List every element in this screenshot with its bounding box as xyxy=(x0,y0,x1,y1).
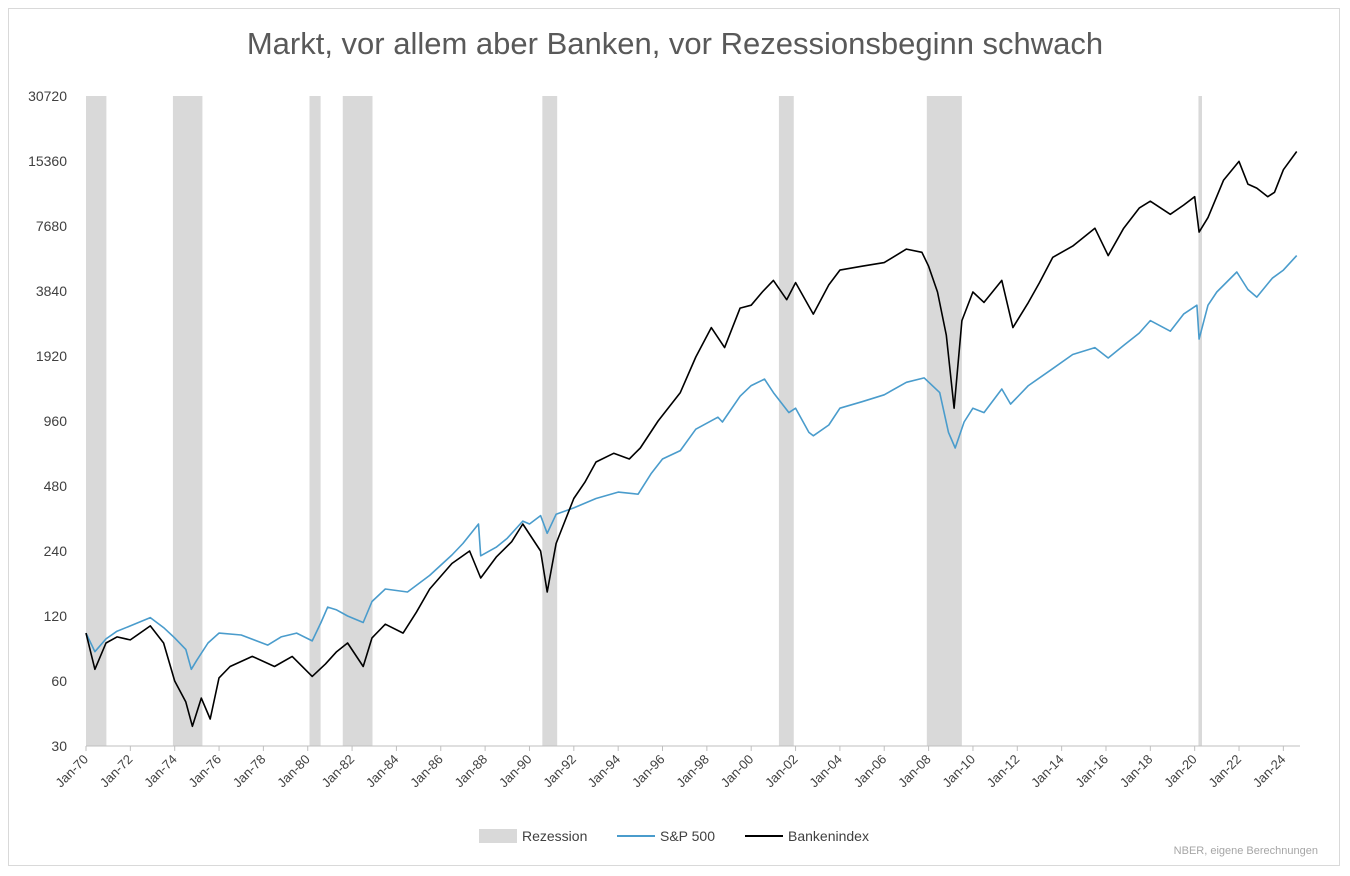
legend-swatch-rezession xyxy=(479,829,517,843)
x-tick-label: Jan-74 xyxy=(141,752,180,791)
y-tick-label: 60 xyxy=(51,673,67,689)
legend-label: S&P 500 xyxy=(660,828,715,844)
series-line-bankenindex xyxy=(85,151,1298,728)
x-tick-label: Jan-82 xyxy=(318,752,357,791)
x-tick-label: Jan-96 xyxy=(629,752,668,791)
x-tick-label: Jan-76 xyxy=(185,752,224,791)
x-tick-label: Jan-88 xyxy=(452,752,491,791)
x-tick-label: Jan-06 xyxy=(851,752,890,791)
recession-band-3 xyxy=(342,96,373,746)
x-tick-label: Jan-10 xyxy=(939,752,978,791)
recession-band-0 xyxy=(86,96,107,746)
x-tick-label: Jan-14 xyxy=(1028,752,1067,791)
y-tick-label: 480 xyxy=(44,478,68,494)
x-tick-label: Jan-90 xyxy=(496,752,535,791)
recession-band-4 xyxy=(542,96,558,746)
y-tick-label: 15360 xyxy=(28,153,67,169)
x-tick-label: Jan-22 xyxy=(1205,752,1244,791)
y-tick-label: 7680 xyxy=(36,218,67,234)
recession-band-7 xyxy=(1198,96,1202,746)
x-tick-label: Jan-92 xyxy=(540,752,579,791)
chart-title: Markt, vor allem aber Banken, vor Rezess… xyxy=(246,26,1104,61)
x-tick-label: Jan-80 xyxy=(274,752,313,791)
x-tick-label: Jan-08 xyxy=(895,752,934,791)
x-tick-label: Jan-86 xyxy=(407,752,446,791)
x-tick-label: Jan-16 xyxy=(1072,752,1111,791)
x-tick-label: Jan-04 xyxy=(806,752,845,791)
legend-label: Bankenindex xyxy=(788,828,869,844)
x-tick-label: Jan-18 xyxy=(1117,752,1156,791)
legend-label: Rezession xyxy=(522,828,587,844)
x-tick-label: Jan-00 xyxy=(718,752,757,791)
series-line-s-p-500 xyxy=(85,255,1298,671)
x-tick-label: Jan-20 xyxy=(1161,752,1200,791)
x-tick-label: Jan-24 xyxy=(1250,752,1289,791)
x-tick-label: Jan-12 xyxy=(984,752,1023,791)
x-tick-label: Jan-70 xyxy=(52,752,91,791)
recession-band-1 xyxy=(172,96,203,746)
y-tick-label: 240 xyxy=(44,543,68,559)
chart-frame xyxy=(8,8,1340,866)
recession-band-6 xyxy=(926,96,962,746)
x-tick-label: Jan-72 xyxy=(97,752,136,791)
y-tick-label: 30720 xyxy=(28,88,67,104)
y-tick-label: 1920 xyxy=(36,348,67,364)
x-tick-label: Jan-98 xyxy=(673,752,712,791)
x-tick-label: Jan-94 xyxy=(585,752,624,791)
y-tick-label: 120 xyxy=(44,608,68,624)
y-tick-label: 960 xyxy=(44,413,68,429)
y-tick-label: 30 xyxy=(51,738,67,754)
recession-band-2 xyxy=(309,96,321,746)
source-note: NBER, eigene Berechnungen xyxy=(1173,845,1318,857)
x-tick-label: Jan-84 xyxy=(363,752,402,791)
x-tick-label: Jan-02 xyxy=(762,752,801,791)
x-tick-label: Jan-78 xyxy=(230,752,269,791)
recession-band-5 xyxy=(778,96,794,746)
y-tick-label: 3840 xyxy=(36,283,67,299)
